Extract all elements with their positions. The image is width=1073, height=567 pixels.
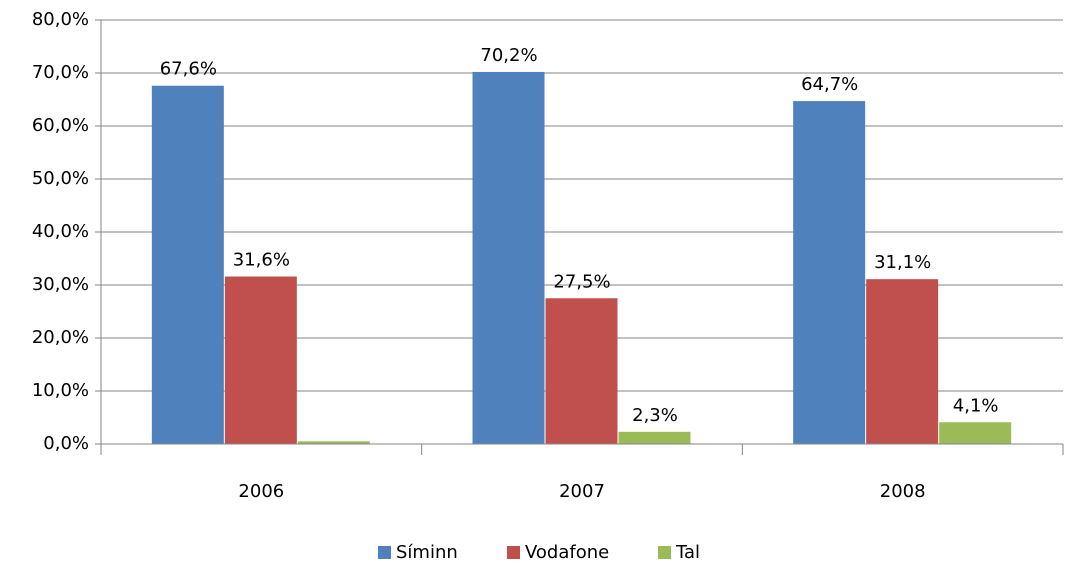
y-tick-label: 70,0% [32, 62, 89, 83]
data-label: 31,6% [233, 250, 290, 271]
legend-swatch [507, 546, 520, 559]
bar [793, 101, 866, 444]
bar [151, 85, 224, 444]
y-tick-label: 10,0% [32, 380, 89, 401]
x-tick-label: 2007 [559, 481, 605, 502]
data-label: 31,1% [874, 252, 931, 273]
x-tick-label: 2006 [238, 481, 284, 502]
x-tick-label: 2008 [880, 481, 926, 502]
data-label: 67,6% [160, 59, 217, 80]
y-tick-label: 40,0% [32, 221, 89, 242]
bar [618, 431, 691, 444]
legend-label: Síminn [396, 542, 458, 563]
legend-swatch [658, 546, 671, 559]
bar [472, 71, 545, 444]
y-tick-label: 20,0% [32, 327, 89, 348]
data-label: 64,7% [801, 74, 858, 95]
y-tick-label: 30,0% [32, 274, 89, 295]
data-label: 70,2% [480, 45, 537, 66]
bar [866, 279, 939, 444]
legend-swatch [378, 546, 391, 559]
data-label: 2,3% [632, 405, 678, 426]
y-tick-label: 50,0% [32, 168, 89, 189]
y-tick-label: 80,0% [32, 9, 89, 30]
y-tick-label: 0,0% [43, 433, 89, 454]
legend-label: Tal [675, 542, 700, 563]
data-label: 4,1% [953, 395, 999, 416]
bar [939, 422, 1012, 444]
bar [545, 298, 618, 444]
legend-label: Vodafone [525, 542, 609, 563]
bar [297, 441, 370, 444]
y-tick-label: 60,0% [32, 115, 89, 136]
data-label: 27,5% [553, 271, 610, 292]
bar [224, 276, 297, 444]
